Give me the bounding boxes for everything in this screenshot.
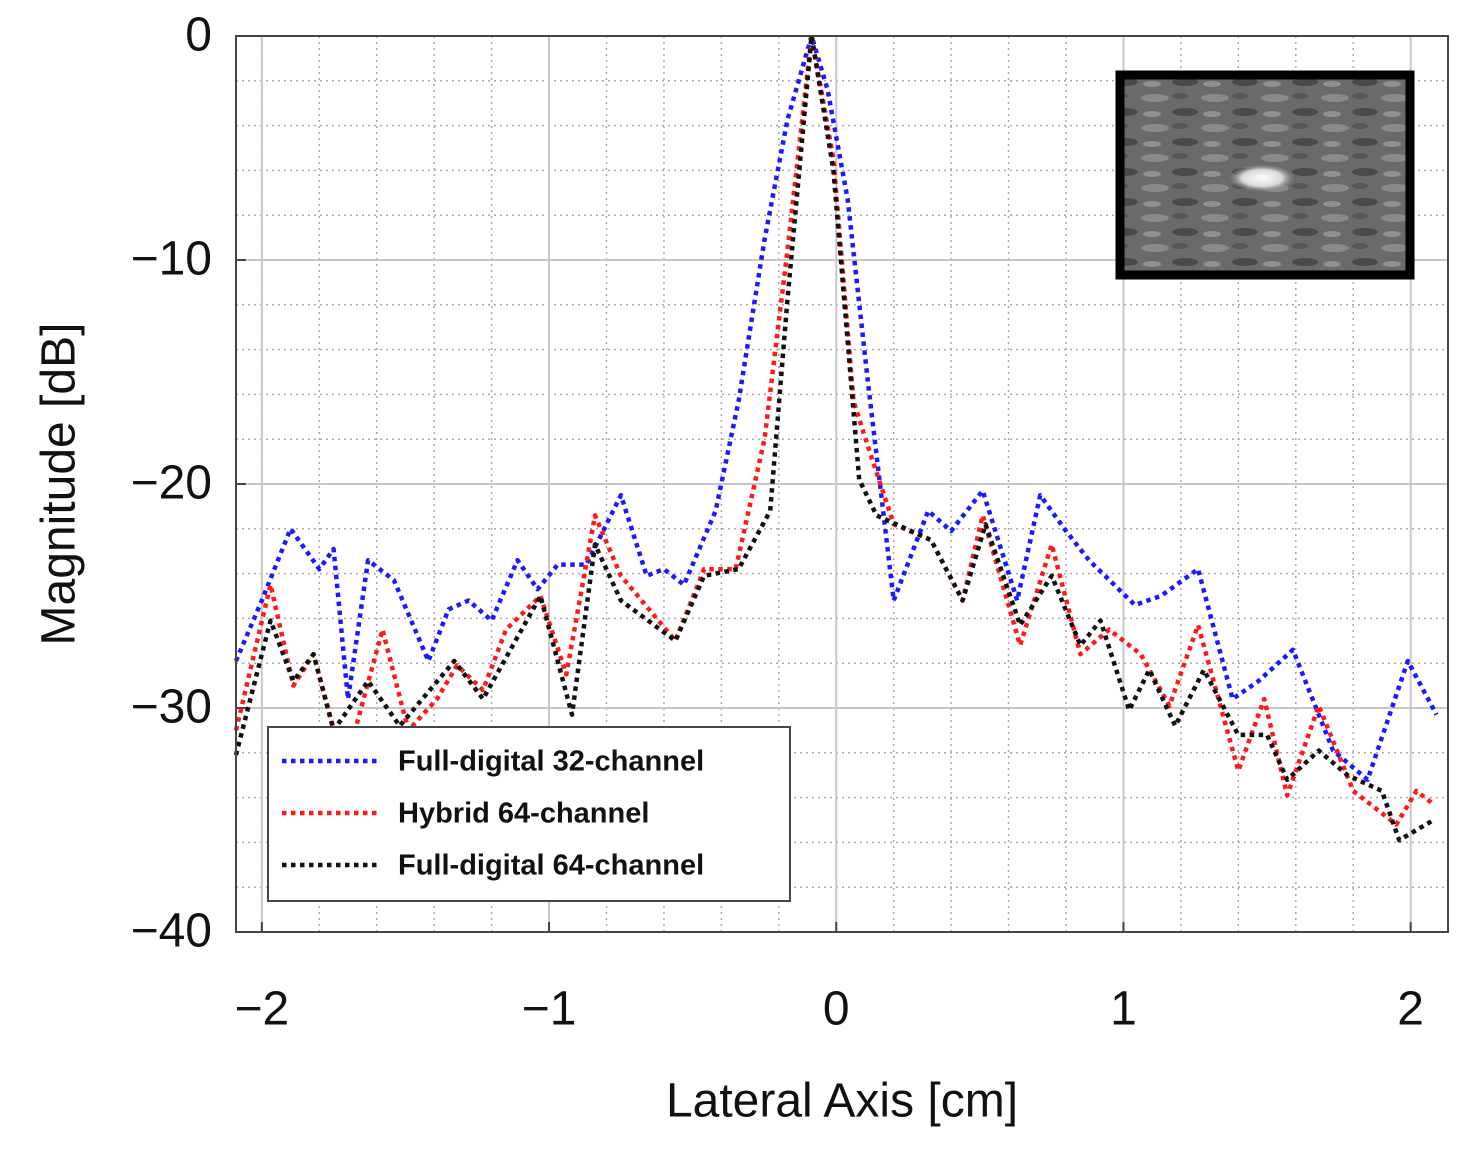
legend: Full-digital 32-channel Hybrid 64-channel… [267,726,791,902]
legend-label: Full-digital 32-channel [398,746,704,778]
x-tick-label: −2 [234,983,289,1036]
lines [233,33,1439,843]
y-tick-label: 0 [185,9,212,62]
legend-label: Full-digital 64-channel [398,850,704,882]
series-line [233,33,1439,782]
plot-frame [235,35,1449,933]
y-tick-label: −20 [131,457,212,510]
legend-label: Hybrid 64-channel [398,798,649,830]
x-tick-label: 1 [1110,983,1137,1036]
inset-image [1115,70,1415,280]
y-axis-label: Magnitude [dB] [33,323,86,646]
x-tick-label: −1 [522,983,577,1036]
x-tick-label: 0 [823,983,850,1036]
y-tick-label: −10 [131,233,212,286]
inset-target [1228,164,1296,192]
x-tick-label: 2 [1397,983,1424,1036]
series-line [233,33,1435,843]
series-line [233,33,1435,827]
x-axis-label: Lateral Axis [cm] [666,1075,1018,1128]
y-tick-label: −30 [131,681,212,734]
y-tick-label: −40 [131,905,212,958]
